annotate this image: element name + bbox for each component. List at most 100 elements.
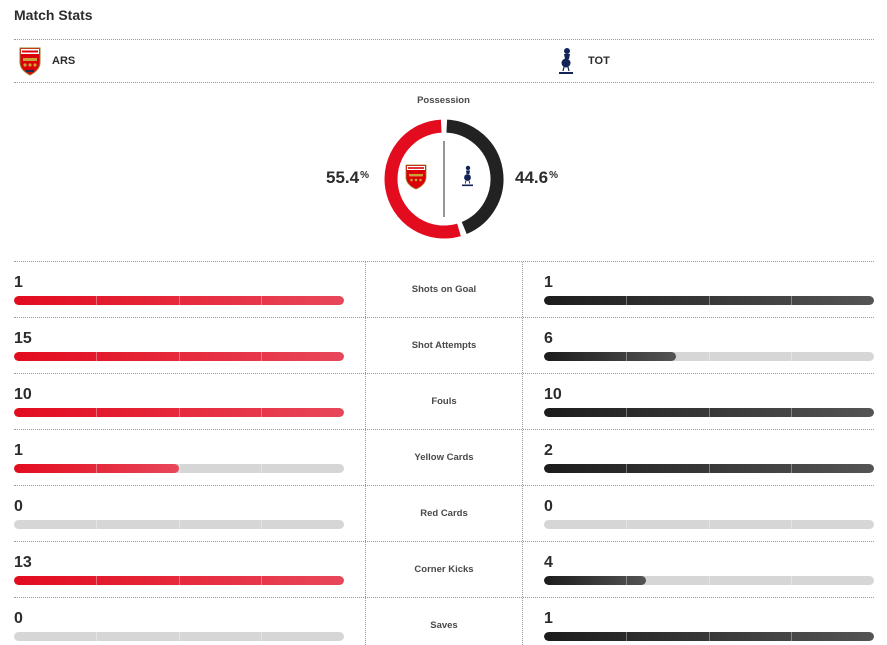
home-stat-value: 13 <box>14 554 32 571</box>
bar-tick <box>626 296 627 305</box>
bar-tick <box>791 464 792 473</box>
bar-tick <box>791 520 792 529</box>
bar-tick <box>709 352 710 361</box>
bar-tick <box>261 408 262 417</box>
bar-tick <box>791 352 792 361</box>
tottenham-crest-icon <box>462 165 473 187</box>
away-team[interactable]: TOT <box>554 40 610 82</box>
home-stat-bar <box>14 296 344 305</box>
away-possession-arc <box>446 119 504 234</box>
bar-tick <box>261 464 262 473</box>
away-stat-bar <box>544 464 874 473</box>
bar-tick <box>261 352 262 361</box>
home-stat-value: 0 <box>14 610 23 627</box>
bar-tick <box>179 632 180 641</box>
bar-tick <box>791 576 792 585</box>
bar-tick <box>179 408 180 417</box>
stat-row: 10 Fouls 10 <box>14 373 874 429</box>
possession-label: Possession <box>417 95 470 106</box>
home-possession-unit: % <box>360 170 369 181</box>
bar-tick <box>261 632 262 641</box>
away-stat-value: 1 <box>544 610 553 627</box>
stat-row: 0 Red Cards 0 <box>14 485 874 541</box>
home-possession-value: 55.4% <box>326 168 369 188</box>
arsenal-crest-icon <box>405 164 427 190</box>
away-stat-bar-fill <box>544 464 874 473</box>
bar-tick <box>261 296 262 305</box>
away-stat-bar-fill <box>544 296 874 305</box>
stat-row: 15 Shot Attempts 6 <box>14 317 874 373</box>
home-stat-value: 10 <box>14 386 32 403</box>
home-stat-value: 1 <box>14 442 23 459</box>
bar-tick <box>96 352 97 361</box>
home-stat-bar-fill <box>14 464 179 473</box>
bar-tick <box>626 464 627 473</box>
away-stat-value: 1 <box>544 274 553 291</box>
bar-tick <box>709 576 710 585</box>
bar-tick <box>626 520 627 529</box>
bar-tick <box>179 296 180 305</box>
home-stat-bar-fill <box>14 408 344 417</box>
bar-tick <box>709 632 710 641</box>
home-stat-bar <box>14 464 344 473</box>
bar-tick <box>626 576 627 585</box>
home-stat-bar-fill <box>14 576 344 585</box>
away-possession-unit: % <box>549 170 558 181</box>
away-stat-bar-fill <box>544 352 676 361</box>
home-stat-bar <box>14 352 344 361</box>
away-stat-value: 2 <box>544 442 553 459</box>
away-stat-value: 4 <box>544 554 553 571</box>
stat-row: 13 Corner Kicks 4 <box>14 541 874 597</box>
bar-tick <box>791 408 792 417</box>
away-team-abbr: TOT <box>588 55 610 67</box>
home-stat-value: 1 <box>14 274 23 291</box>
away-stat-bar-fill <box>544 408 874 417</box>
bar-tick <box>709 464 710 473</box>
away-possession-number: 44.6 <box>515 168 549 187</box>
bar-tick <box>626 632 627 641</box>
home-possession-arc <box>384 119 461 239</box>
bar-tick <box>179 520 180 529</box>
page-title: Match Stats <box>14 7 93 23</box>
away-stat-value: 10 <box>544 386 562 403</box>
stat-label: Fouls <box>365 374 523 429</box>
stat-label: Yellow Cards <box>365 430 523 485</box>
stats-table: 1 Shots on Goal 1 15 Shot Attempts 6 10 Fouls 10… <box>14 261 874 645</box>
stat-row: 1 Yellow Cards 2 <box>14 429 874 485</box>
home-stat-bar <box>14 632 344 641</box>
bar-tick <box>791 296 792 305</box>
home-stat-bar <box>14 408 344 417</box>
away-stat-bar <box>544 296 874 305</box>
bar-tick <box>179 352 180 361</box>
stat-row: 1 Shots on Goal 1 <box>14 261 874 317</box>
bar-tick <box>179 576 180 585</box>
away-stat-value: 6 <box>544 330 553 347</box>
bar-tick <box>179 464 180 473</box>
bar-tick <box>96 464 97 473</box>
away-possession-value: 44.6% <box>515 168 558 188</box>
stat-row: 0 Saves 1 <box>14 597 874 645</box>
bar-tick <box>626 352 627 361</box>
away-stat-bar <box>544 576 874 585</box>
stat-label: Red Cards <box>365 486 523 541</box>
stat-label: Corner Kicks <box>365 542 523 597</box>
bar-tick <box>709 520 710 529</box>
away-stat-bar <box>544 632 874 641</box>
arsenal-crest-icon <box>19 47 41 76</box>
bar-tick <box>261 576 262 585</box>
away-stat-bar <box>544 408 874 417</box>
bar-tick <box>626 408 627 417</box>
teams-header: ARS TOT <box>14 39 874 83</box>
stat-label: Saves <box>365 598 523 645</box>
possession-donut <box>384 119 504 239</box>
tottenham-crest-icon <box>559 48 573 74</box>
home-possession-number: 55.4 <box>326 168 360 187</box>
home-stat-bar-fill <box>14 352 344 361</box>
home-stat-bar <box>14 520 344 529</box>
home-stat-value: 0 <box>14 498 23 515</box>
home-stat-value: 15 <box>14 330 32 347</box>
bar-tick <box>709 296 710 305</box>
bar-tick <box>96 408 97 417</box>
bar-tick <box>96 296 97 305</box>
home-team[interactable]: ARS <box>18 40 75 82</box>
